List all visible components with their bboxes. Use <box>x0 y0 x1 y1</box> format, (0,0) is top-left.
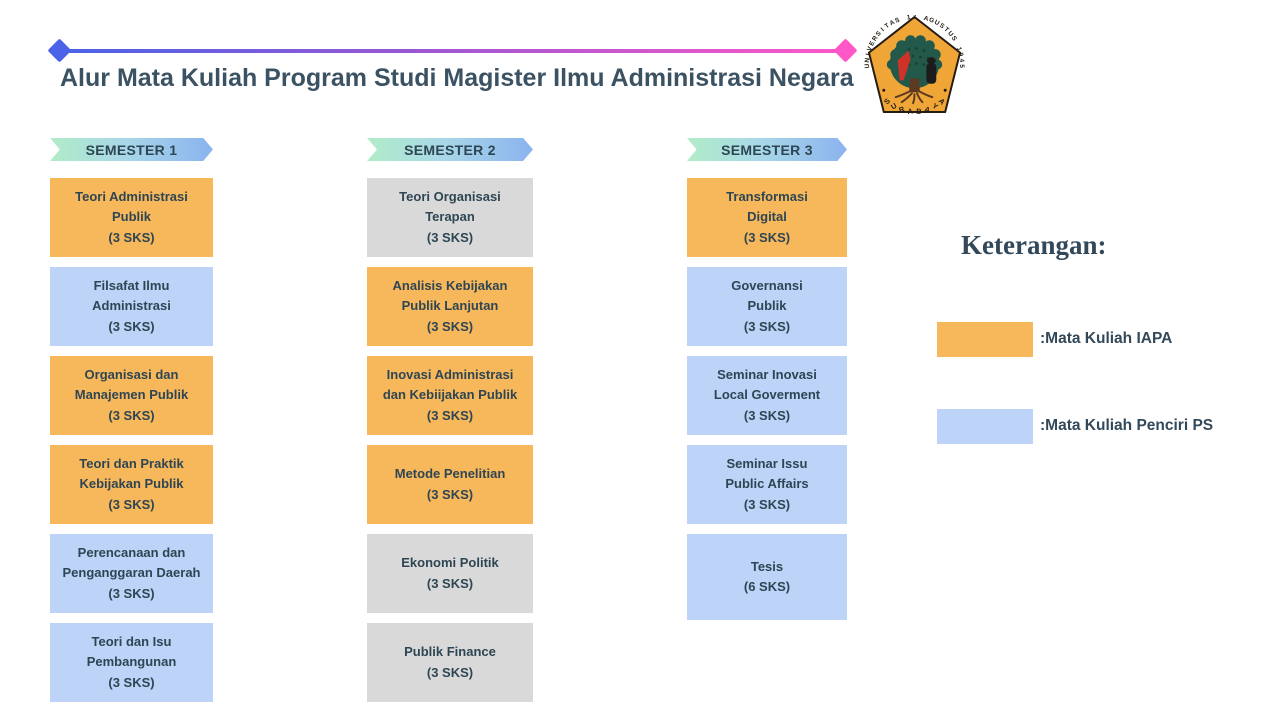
svg-text:7: 7 <box>913 15 917 21</box>
svg-text:I: I <box>880 26 886 33</box>
svg-text:S: S <box>894 16 901 24</box>
svg-text:U: U <box>864 63 871 68</box>
svg-text:9: 9 <box>957 52 965 57</box>
svg-text:5: 5 <box>958 64 965 68</box>
svg-text:1: 1 <box>906 15 911 22</box>
svg-text:4: 4 <box>958 58 965 63</box>
